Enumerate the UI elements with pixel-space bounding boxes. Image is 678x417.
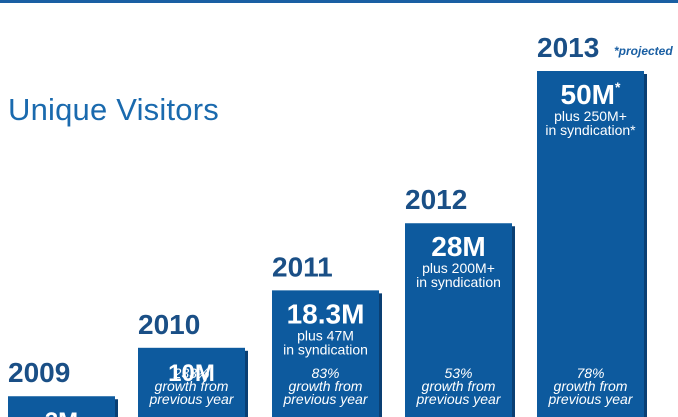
bar [272,290,379,417]
syndication-label: plus 250M+ [554,108,627,124]
year-label: 2010 [138,309,200,340]
growth-label: previous year [282,391,368,407]
bar [537,71,644,417]
growth-label: 83% [311,365,339,381]
growth-label: growth from [554,378,628,394]
growth-label: previous year [148,391,234,407]
year-label: 2011 [272,251,333,282]
syndication-label: in syndication [283,341,368,357]
chart-title: Unique Visitors [8,92,219,127]
growth-label: 78% [576,365,604,381]
value-label: 28M [431,231,485,262]
growth-label: 53% [444,365,472,381]
projected-note: *projected [614,44,673,58]
year-label: 2012 [405,184,467,215]
syndication-label: in syndication* [545,122,636,138]
bar [138,347,245,417]
value-label: 10M [168,360,215,387]
bar [405,223,512,417]
bar [8,396,115,417]
value-label: 3M [45,408,78,417]
growth-label: growth from [155,378,229,394]
value-label: 18.3M [287,298,365,329]
growth-label: previous year [547,391,633,407]
growth-label: previous year [415,391,501,407]
syndication-label: plus 47M [297,327,354,343]
value-label: 50M* [561,79,621,110]
top-rule [0,0,678,3]
growth-label: 233% [173,365,210,381]
growth-label: growth from [289,378,363,394]
year-label: 2013 [537,32,599,63]
year-label: 2009 [8,357,70,388]
syndication-label: plus 200M+ [422,260,495,276]
syndication-label: in syndication [416,274,501,290]
growth-label: growth from [422,378,496,394]
